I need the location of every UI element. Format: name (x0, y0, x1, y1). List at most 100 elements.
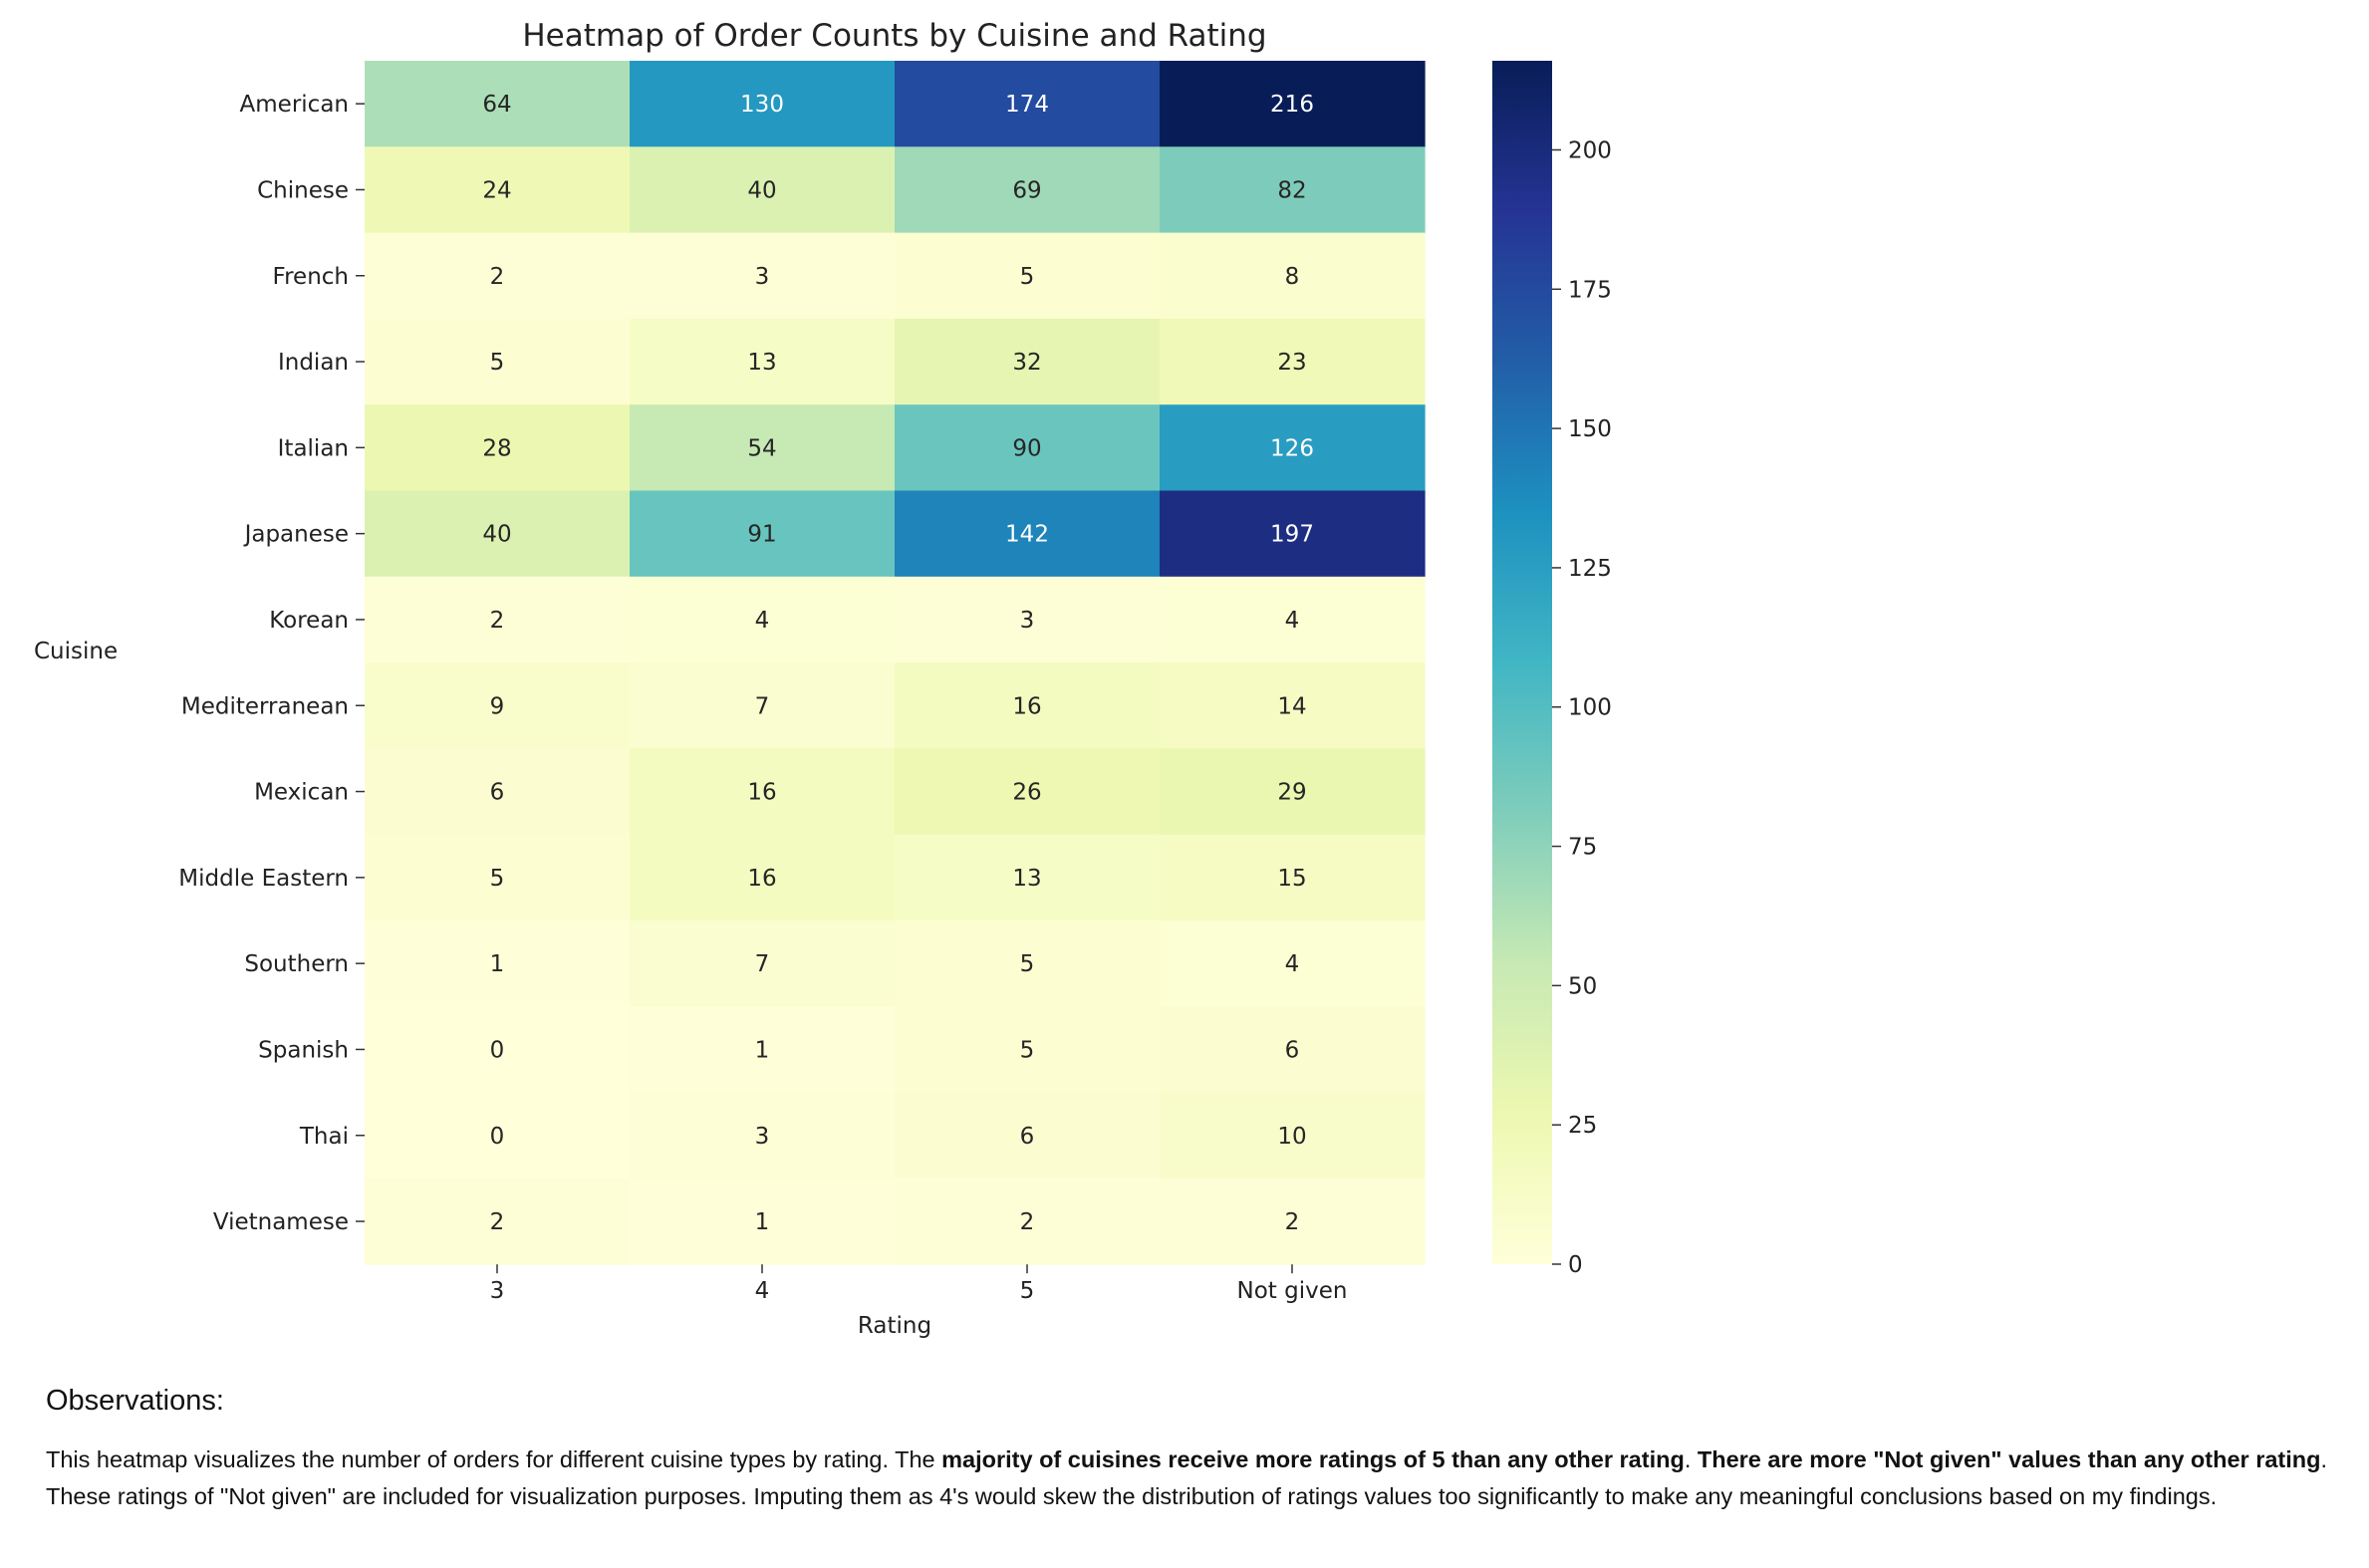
heatmap-cell (630, 748, 896, 836)
heatmap-cell (365, 146, 631, 234)
heatmap-cell (630, 1006, 896, 1094)
heatmap-cell (365, 1006, 631, 1094)
heatmap-cell (1160, 1006, 1426, 1094)
heatmap-cell (895, 748, 1161, 836)
heatmap-cell (1160, 1092, 1426, 1179)
heatmap-cell (1160, 318, 1426, 405)
cell-value-label: 8 (1285, 264, 1300, 290)
heatmap-cell (365, 61, 631, 147)
x-tick-label: 5 (1020, 1278, 1035, 1304)
cell-value-label: 16 (1012, 693, 1041, 719)
heatmap-cell (365, 404, 631, 492)
heatmap-cell (365, 490, 631, 578)
cell-value-label: 14 (1277, 693, 1306, 719)
x-axis-ticks: 3 4 5 Not given (490, 1264, 1348, 1304)
heatmap-cell (1160, 920, 1426, 1007)
cell-value-label: 13 (747, 350, 776, 376)
heatmap-cell (365, 1092, 631, 1179)
x-tick-label: Not given (1237, 1278, 1348, 1304)
y-tick-label: Vietnamese (213, 1209, 349, 1235)
heatmap-cell (1160, 748, 1426, 836)
heatmap-cell (630, 920, 896, 1007)
cell-value-label: 29 (1277, 780, 1306, 806)
cell-value-label: 197 (1270, 522, 1314, 548)
cell-value-label: 4 (1285, 608, 1300, 634)
heatmap-cell (1160, 576, 1426, 663)
heatmap-cell (1160, 662, 1426, 749)
heatmap-cell (1160, 146, 1426, 234)
heatmap-cell (895, 1177, 1161, 1265)
heatmap-chart: Heatmap of Order Counts by Cuisine and R… (34, 18, 1612, 1339)
y-tick-label: Indian (278, 350, 349, 376)
cell-value-label: 3 (755, 1124, 770, 1150)
cell-value-label: 40 (482, 522, 511, 548)
y-axis-label: Cuisine (34, 639, 118, 664)
cell-value-label: 16 (747, 866, 776, 892)
cell-value-label: 64 (482, 92, 511, 118)
heatmap-cell (895, 920, 1161, 1007)
heatmap-cell (1160, 232, 1426, 320)
observations-highlight-1: majority of cuisines receive more rating… (941, 1446, 1685, 1472)
cell-value-label: 2 (490, 264, 505, 290)
heatmap-cell (1160, 490, 1426, 578)
cell-value-label: 9 (490, 693, 505, 719)
cell-value-label: 69 (1012, 177, 1041, 203)
cell-value-label: 7 (755, 693, 770, 719)
cell-value-label: 5 (1020, 264, 1035, 290)
cell-value-label: 16 (747, 780, 776, 806)
cell-value-label: 6 (1285, 1037, 1300, 1063)
heatmap-cell (895, 318, 1161, 405)
cell-value-label: 1 (755, 1209, 770, 1235)
heatmap-cell (630, 404, 896, 492)
heatmap-cell (1160, 834, 1426, 921)
y-tick-label: Southern (244, 951, 349, 977)
y-tick-label: Korean (269, 608, 349, 634)
heatmap-cell (895, 1092, 1161, 1179)
heatmap-cell (1160, 61, 1426, 147)
x-tick-label: 3 (490, 1278, 505, 1304)
cell-value-label: 142 (1005, 522, 1049, 548)
colorbar-tick-label: 125 (1568, 556, 1612, 582)
heatmap-cell (365, 1177, 631, 1265)
heatmap-cell (1160, 1177, 1426, 1265)
observations-intro: This heatmap visualizes the number of or… (46, 1446, 942, 1472)
y-tick-label: Spanish (258, 1037, 349, 1063)
colorbar-ticks: 0 25 50 75 100 125 150 175 200 (1552, 137, 1612, 1278)
heatmap-cell (365, 920, 631, 1007)
heatmap-cell (895, 662, 1161, 749)
x-tick-label: 4 (755, 1278, 770, 1304)
heatmap-cell (365, 834, 631, 921)
cell-value-label: 2 (490, 608, 505, 634)
y-axis-ticks: American Chinese French Indian Italian Japane… (178, 92, 365, 1235)
colorbar-tick-label: 25 (1568, 1113, 1597, 1139)
cell-value-label: 82 (1277, 177, 1306, 203)
colorbar-tick-label: 0 (1568, 1252, 1583, 1278)
observations-heading: Observations: (46, 1385, 224, 1417)
heatmap-cell (895, 1006, 1161, 1094)
cell-value-label: 13 (1012, 866, 1041, 892)
cell-value-label: 216 (1270, 92, 1314, 118)
cell-value-label: 3 (1020, 608, 1035, 634)
cell-value-label: 0 (490, 1124, 505, 1150)
heatmap-cell (630, 146, 896, 234)
colorbar-tick-label: 200 (1568, 137, 1612, 163)
y-tick-label: Japanese (243, 522, 349, 548)
heatmap-cell (630, 1177, 896, 1265)
observations-text: This heatmap visualizes the number of or… (46, 1441, 2337, 1515)
heatmap-cell (895, 404, 1161, 492)
colorbar-tick-label: 175 (1568, 277, 1612, 303)
cell-value-label: 26 (1012, 780, 1041, 806)
heatmap-cell (365, 232, 631, 320)
observations-section: Observations: This heatmap visualizes th… (46, 1385, 2337, 1515)
colorbar-tick-label: 150 (1568, 416, 1612, 442)
cell-value-label: 1 (490, 951, 505, 977)
colorbar-tick-label: 100 (1568, 695, 1612, 721)
chart-title: Heatmap of Order Counts by Cuisine and R… (522, 18, 1266, 54)
cell-value-label: 91 (747, 522, 776, 548)
observations-highlight-2: There are more "Not given" values than a… (1697, 1446, 2321, 1472)
heatmap-cell (630, 490, 896, 578)
y-tick-label: French (273, 264, 349, 290)
cell-value-label: 4 (1285, 951, 1300, 977)
cell-value-label: 10 (1277, 1124, 1306, 1150)
